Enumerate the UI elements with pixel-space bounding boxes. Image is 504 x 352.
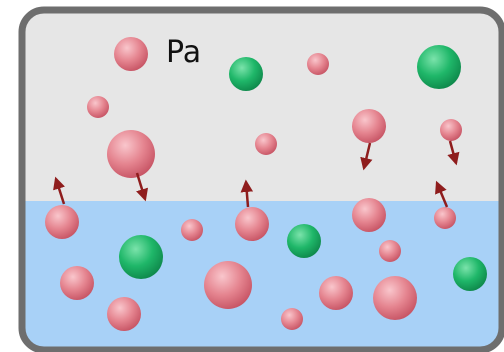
liquid-particle bbox=[60, 266, 94, 300]
liquid-particle bbox=[319, 276, 353, 310]
liquid-particle bbox=[181, 219, 203, 241]
gas-particle bbox=[107, 130, 155, 178]
gas-particle bbox=[255, 133, 277, 155]
gas-particle bbox=[352, 109, 386, 143]
liquid-particle-green bbox=[287, 224, 321, 258]
liquid-particle bbox=[373, 276, 417, 320]
liquid-particle bbox=[281, 308, 303, 330]
evaporation-arrow bbox=[53, 176, 66, 205]
condensation-arrow bbox=[135, 172, 149, 202]
liquid-particle bbox=[45, 205, 79, 239]
liquid-particle bbox=[352, 198, 386, 232]
gas-particle bbox=[307, 53, 329, 75]
evaporation-arrow bbox=[435, 180, 449, 208]
liquid-particle bbox=[107, 297, 141, 331]
liquid-particle bbox=[434, 207, 456, 229]
gas-particle-green bbox=[417, 45, 461, 89]
liquid-particle bbox=[235, 207, 269, 241]
gas-particle-green bbox=[229, 57, 263, 91]
condensation-arrow bbox=[360, 142, 373, 171]
container-border bbox=[18, 6, 504, 352]
condensation-arrow bbox=[447, 140, 460, 166]
gas-particle bbox=[87, 96, 109, 118]
pressure-label: Pa bbox=[166, 35, 201, 70]
gas-particle bbox=[440, 119, 462, 141]
liquid-particle-green bbox=[119, 235, 163, 279]
evaporation-arrow bbox=[240, 179, 254, 208]
liquid-particle bbox=[204, 261, 252, 309]
liquid-particle-green bbox=[453, 257, 487, 291]
gas-particle bbox=[114, 37, 148, 71]
liquid-particle bbox=[379, 240, 401, 262]
